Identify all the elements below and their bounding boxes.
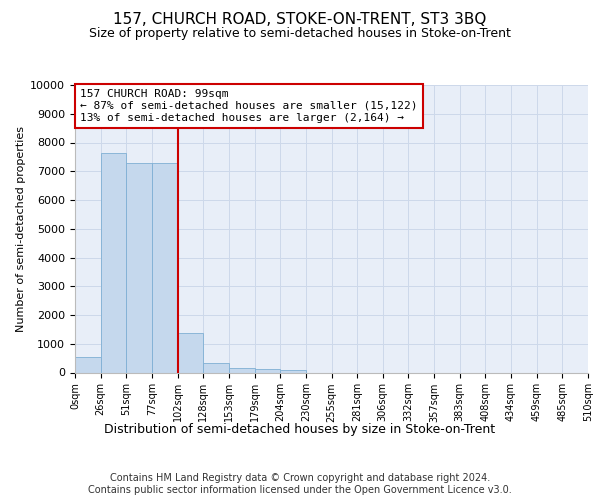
Text: Size of property relative to semi-detached houses in Stoke-on-Trent: Size of property relative to semi-detach… [89,28,511,40]
Text: Contains HM Land Registry data © Crown copyright and database right 2024.
Contai: Contains HM Land Registry data © Crown c… [88,474,512,495]
Bar [178,333,203,372]
Bar [254,370,280,372]
Bar [229,368,254,372]
Text: 157 CHURCH ROAD: 99sqm
← 87% of semi-detached houses are smaller (15,122)
13% of: 157 CHURCH ROAD: 99sqm ← 87% of semi-det… [80,90,418,122]
Bar [75,356,101,372]
Bar [127,162,152,372]
Bar [280,370,306,372]
Bar [101,152,127,372]
Y-axis label: Number of semi-detached properties: Number of semi-detached properties [16,126,26,332]
Bar [203,363,229,372]
Text: 157, CHURCH ROAD, STOKE-ON-TRENT, ST3 3BQ: 157, CHURCH ROAD, STOKE-ON-TRENT, ST3 3B… [113,12,487,28]
Text: Distribution of semi-detached houses by size in Stoke-on-Trent: Distribution of semi-detached houses by … [104,422,496,436]
Bar [152,162,178,372]
